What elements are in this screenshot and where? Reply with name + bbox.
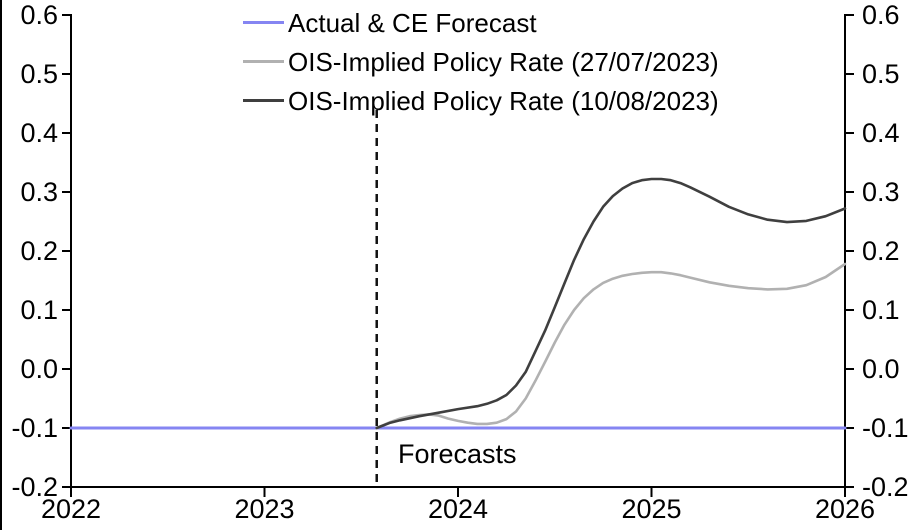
y-axis-tick-label-left: -0.1 xyxy=(11,413,58,443)
legend-item-ois-10-08-2023: OIS-Implied Policy Rate (10/08/2023) xyxy=(243,81,719,120)
x-axis-tick-label: 2024 xyxy=(427,494,489,524)
y-axis-tick-label-left: 0.5 xyxy=(20,59,58,89)
legend-swatch xyxy=(243,60,284,63)
legend-swatch xyxy=(243,21,284,24)
chart-legend: Actual & CE Forecast OIS-Implied Policy … xyxy=(243,3,719,120)
legend-item-ois-27-07-2023: OIS-Implied Policy Rate (27/07/2023) xyxy=(243,42,719,81)
y-axis-tick-label-right: -0.1 xyxy=(862,413,909,443)
image-left-border xyxy=(0,0,2,530)
series-line-ois-implied-policy-rate-10-08-2023 xyxy=(375,177,847,430)
series-line-ois-implied-policy-rate-27-07-2023 xyxy=(375,262,847,430)
y-axis-tick-label-left: 0.1 xyxy=(20,295,58,325)
x-axis-tick-label: 2025 xyxy=(621,494,682,524)
y-axis-tick-label-right: -0.2 xyxy=(862,472,909,502)
legend-label: OIS-Implied Policy Rate (27/07/2023) xyxy=(288,46,719,77)
x-axis-tick-label: 2023 xyxy=(234,494,295,524)
y-axis-tick-label-left: 0.3 xyxy=(20,177,58,207)
y-axis-tick-label-left: 0.6 xyxy=(20,0,58,30)
y-axis-tick-label-left: 0.2 xyxy=(20,236,58,266)
y-axis-tick-label-right: 0.0 xyxy=(862,354,900,384)
legend-item-actual-ce-forecast: Actual & CE Forecast xyxy=(243,3,719,42)
forecasts-annotation: Forecasts xyxy=(398,439,517,469)
y-axis-tick-label-right: 0.6 xyxy=(862,0,900,30)
legend-label: OIS-Implied Policy Rate (10/08/2023) xyxy=(288,85,719,116)
y-axis-tick-label-right: 0.3 xyxy=(862,177,900,207)
y-axis-tick-label-right: 0.2 xyxy=(862,236,900,266)
y-axis-tick-label-left: -0.2 xyxy=(11,472,58,502)
legend-label: Actual & CE Forecast xyxy=(288,7,537,38)
x-axis-tick-label: 2022 xyxy=(40,494,102,524)
x-axis-tick-label: 2026 xyxy=(814,494,876,524)
y-axis-tick-label-right: 0.4 xyxy=(862,118,900,148)
y-axis-tick-label-right: 0.5 xyxy=(862,59,900,89)
y-axis-tick-label-left: 0.4 xyxy=(20,118,58,148)
y-axis-tick-label-right: 0.1 xyxy=(862,295,900,325)
y-axis-tick-label-left: 0.0 xyxy=(20,354,58,384)
legend-swatch xyxy=(243,99,284,102)
